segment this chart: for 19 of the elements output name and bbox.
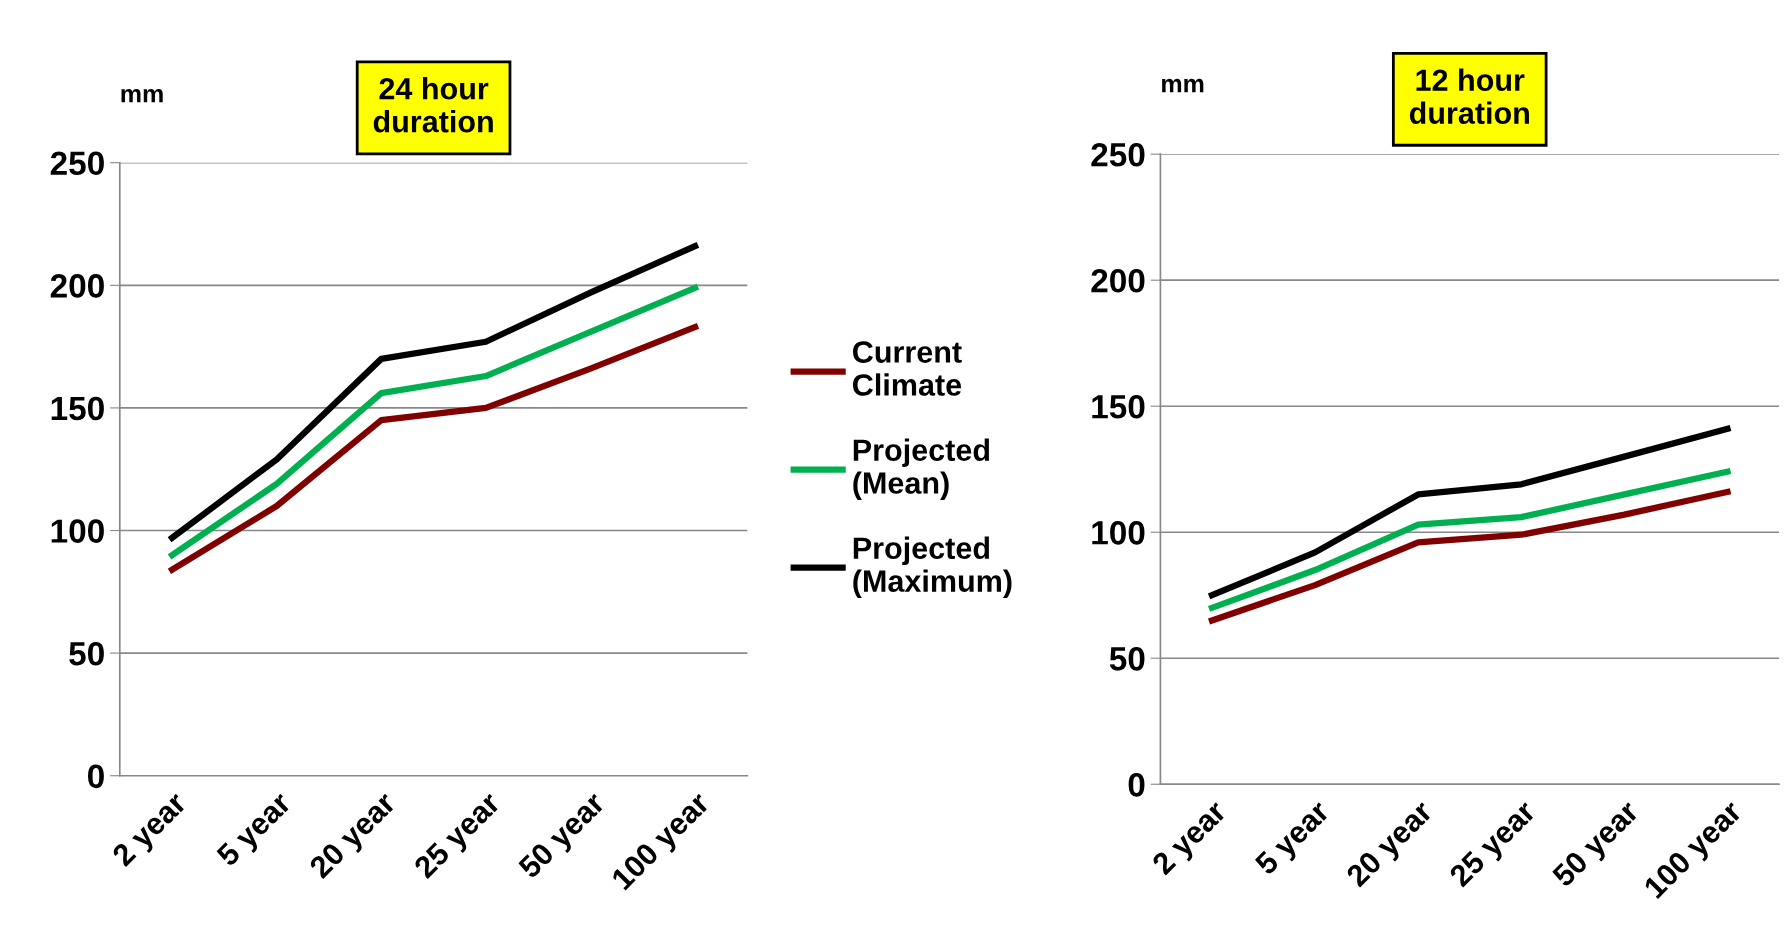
y-tick-label: 150 — [51, 396, 104, 421]
y-tick-label: 0 — [1128, 773, 1145, 797]
y-tick-label: 250 — [1091, 143, 1145, 167]
y-tick-label: 100 — [51, 519, 104, 543]
y-tick-label: 150 — [1092, 395, 1145, 419]
y-tick-label: 0 — [87, 764, 104, 789]
legend-label: Current Climate — [853, 341, 962, 396]
y-axis-title: mm — [1162, 78, 1204, 93]
y-tick-label: 50 — [69, 641, 104, 666]
y-tick-label: 100 — [1092, 521, 1145, 545]
y-tick-label: 200 — [50, 274, 104, 298]
chart-title: 12 hour duration — [1409, 68, 1529, 124]
y-tick-label: 200 — [1091, 269, 1145, 293]
y-axis-title: mm — [121, 88, 163, 103]
y-tick-label: 50 — [1109, 647, 1145, 671]
legend-label: Projected (Maximum) — [853, 536, 1012, 598]
y-tick-label: 250 — [50, 151, 104, 176]
chart-title: 24 hour duration — [373, 77, 493, 133]
legend-label: Projected (Mean) — [853, 438, 989, 500]
